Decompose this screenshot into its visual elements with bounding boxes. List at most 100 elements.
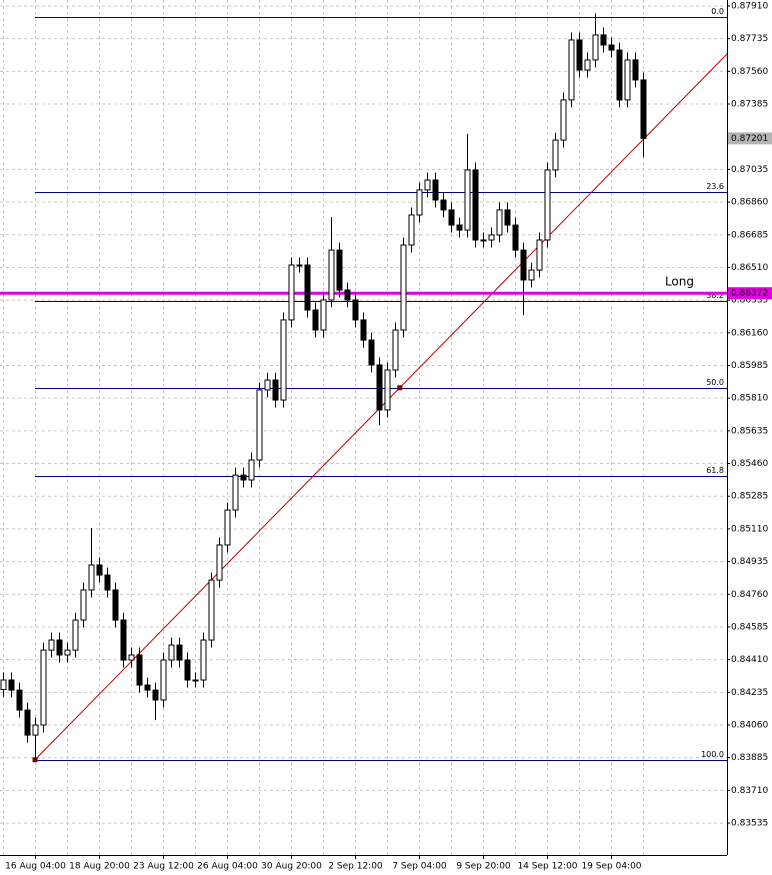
candle-body [360,319,367,341]
candle-body [464,169,471,231]
candle-body [352,299,359,321]
candle-body [496,209,503,236]
current-price-box [728,132,772,145]
long-label: Long [665,275,694,289]
candle-body [440,199,447,211]
candle-body [456,224,463,231]
y-tick-label: 0.84410 [731,655,768,665]
candle-body [144,684,151,691]
candle-body [112,589,119,621]
candle-body [616,49,623,101]
y-tick-label: 0.85110 [731,524,768,534]
y-tick-label: 0.85810 [731,394,768,404]
candle-body [520,249,527,281]
candle-body [176,644,183,661]
candle-body [608,44,615,51]
y-tick-label: 0.86335 [731,296,768,306]
fib-label: 61.8 [706,466,724,475]
x-tick-label: 26 Aug 04:00 [197,862,258,872]
candle-body [480,239,487,242]
y-tick-label: 0.84060 [731,721,768,731]
y-tick-label: 0.86685 [731,230,768,240]
trend-anchor [397,385,403,391]
candle-body [240,474,247,481]
y-tick-label: 0.86510 [731,263,768,273]
candle-body [248,459,255,481]
candle-body [312,309,319,331]
x-tick-label: 9 Sep 20:00 [456,862,511,872]
candle-body [344,289,351,301]
candle-body [224,509,231,546]
candle-body [272,379,279,401]
candle-body [560,99,567,141]
candle-body [336,249,343,291]
candle-body [168,644,175,661]
y-tick-label: 0.84235 [731,688,768,698]
y-tick-label: 0.84935 [731,557,768,567]
candle-body [232,474,239,511]
fib-label: 100.0 [701,750,724,759]
x-tick-label: 7 Sep 04:00 [392,862,447,872]
candle-body [632,59,639,81]
candle-body [304,264,311,311]
candle-body [376,364,383,411]
y-tick-label: 0.84585 [731,622,768,632]
candle-body [640,79,647,139]
candle-body [184,659,191,681]
candle-body [328,249,335,301]
y-tick-label: 0.87560 [731,67,768,77]
x-tick-label: 16 Aug 04:00 [5,862,66,872]
candle-body [416,189,423,216]
candle-body [320,299,327,331]
candle-body [120,619,127,661]
candle-body [384,369,391,411]
candle-body [40,649,47,726]
candle-body [528,269,535,281]
fib-label: 50.0 [706,378,724,387]
candle-body [544,169,551,241]
long-price-box [728,287,772,300]
candle-body [432,179,439,201]
candle-body [392,329,399,371]
candle-body [400,244,407,331]
candle-body [488,234,495,241]
y-tick-label: 0.83710 [731,786,768,796]
y-tick-label: 0.85635 [731,426,768,436]
y-tick-label: 0.85985 [731,361,768,371]
fib-label: 38.2 [706,291,724,300]
candle-body [208,579,215,641]
candle-body [296,264,303,267]
candle-body [8,679,15,691]
candle-body [280,319,287,401]
candle-body [128,654,135,661]
candle-body [152,689,159,701]
candle-body [368,339,375,366]
fib-label: 23.6 [706,182,724,191]
candle-body [96,564,103,576]
candle-body [504,209,511,226]
candle-body [72,619,79,651]
candle-body [624,59,631,101]
candle-body [24,709,31,736]
candle-body [288,264,295,321]
candle-body [160,659,167,701]
candle-body [536,239,543,271]
x-tick-label: 30 Aug 20:00 [261,862,322,872]
x-tick-label: 14 Sep 12:00 [517,862,577,872]
current-price-label: 0.87201 [731,134,768,144]
candle-body [192,679,199,682]
candle-body [64,649,71,656]
x-tick-label: 19 Sep 04:00 [581,862,641,872]
candle-body [48,639,55,651]
candle-body [80,589,87,621]
candle-body [32,724,39,736]
y-tick-label: 0.85285 [731,492,768,502]
candle-body [600,34,607,46]
candle-body [448,209,455,226]
x-tick-label: 18 Aug 20:00 [69,862,130,872]
candle-body [592,34,599,61]
candle-body [424,179,431,191]
candle-body [576,39,583,71]
